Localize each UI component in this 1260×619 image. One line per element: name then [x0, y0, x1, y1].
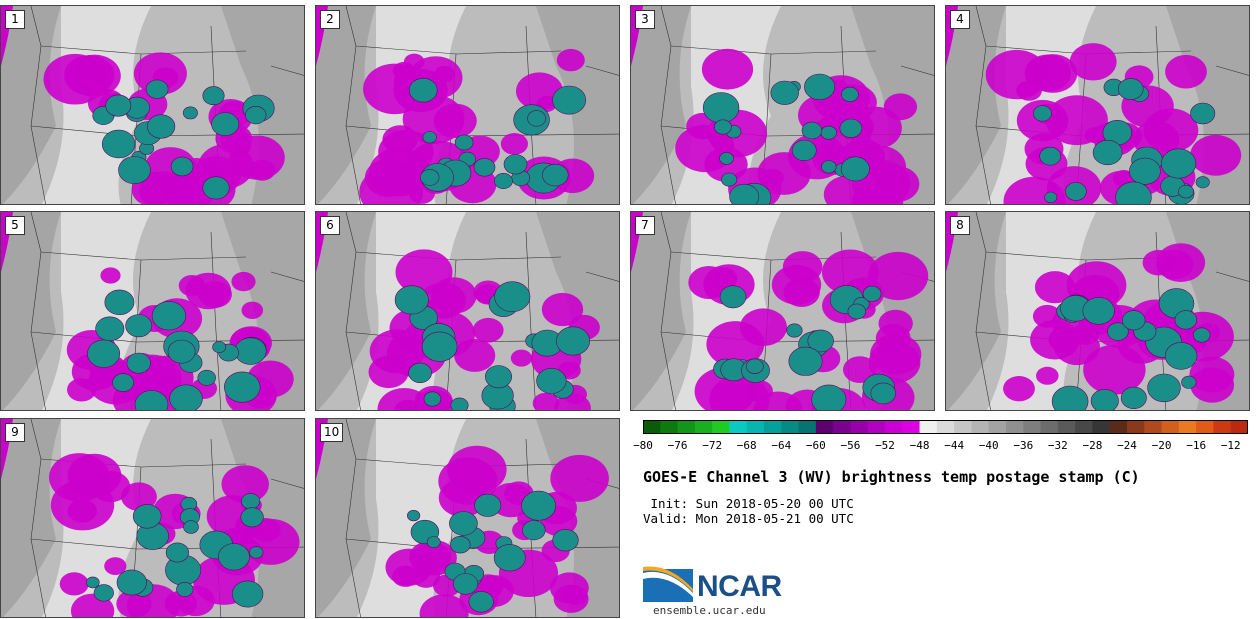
colorbar-segment [764, 420, 782, 434]
colorbar-segment [1006, 420, 1024, 434]
colorbar-segment [1057, 420, 1076, 434]
colorbar-segment [660, 420, 679, 434]
colorbar-segment [902, 420, 921, 434]
init-time: Init: Sun 2018-05-20 00 UTC [643, 496, 854, 511]
colorbar-tick-label: −32 [1047, 439, 1068, 452]
map-panel: 4 [945, 5, 1250, 205]
colorbar-tick-label: −68 [736, 439, 757, 452]
panel-number: 8 [950, 216, 970, 235]
colorbar-tick-label: −80 [633, 439, 653, 452]
colorbar-segment [954, 420, 972, 434]
panel-number: 1 [5, 10, 25, 29]
map-panel: 7 [630, 211, 935, 411]
colorbar-segment [643, 420, 661, 434]
colorbar-segment [694, 420, 713, 434]
map-panel: 6 [315, 211, 620, 411]
panel-number: 10 [320, 423, 344, 442]
colorbar-segment [1075, 420, 1093, 434]
colorbar-tick-label: −48 [909, 439, 930, 452]
colorbar-segment [1040, 420, 1059, 434]
panel-number: 7 [635, 216, 655, 235]
colorbar-segment [798, 420, 817, 434]
colorbar-tick-label: −60 [805, 439, 826, 452]
colorbar-tick-label: −24 [1117, 439, 1137, 452]
colorbar-tick-label: −36 [1013, 439, 1034, 452]
colorbar-segment [833, 420, 851, 434]
colorbar-tick-label: −44 [944, 439, 965, 452]
colorbar-segment [712, 420, 730, 434]
colorbar-segment [1230, 420, 1248, 434]
colorbar-segment [1109, 420, 1128, 434]
panel-number: 9 [5, 423, 25, 442]
colorbar-tick-label: −52 [875, 439, 895, 452]
colorbar-segment [677, 420, 696, 434]
colorbar-segment [936, 420, 955, 434]
figure-title: GOES-E Channel 3 (WV) brightness temp po… [643, 468, 1140, 486]
colorbar [643, 420, 1248, 434]
panel-number: 6 [320, 216, 340, 235]
colorbar-tick-label: −16 [1186, 439, 1207, 452]
panel-number: 2 [320, 10, 340, 29]
colorbar-segment [919, 420, 938, 434]
colorbar-segment [1196, 420, 1214, 434]
panel-number: 4 [950, 10, 970, 29]
colorbar-segment [1127, 420, 1145, 434]
ncar-logo-icon [643, 566, 693, 602]
colorbar-segment [1144, 420, 1163, 434]
colorbar-segment [988, 420, 1007, 434]
colorbar-tick-label: −76 [667, 439, 688, 452]
colorbar-segment [885, 420, 903, 434]
map-panel: 9 [0, 418, 305, 618]
colorbar-segment [850, 420, 869, 434]
colorbar-tick-label: −28 [1082, 439, 1103, 452]
colorbar-tick-label: −12 [1220, 439, 1241, 452]
colorbar-tick-labels: −80 −76 −72 −68 −64 −60 −56 −52 −48 −44 −40 −36 −32 −… [630, 439, 1260, 453]
colorbar-segment [1161, 420, 1180, 434]
colorbar-tick-label: −20 [1151, 439, 1172, 452]
colorbar-segment [1178, 420, 1197, 434]
colorbar-segment [1213, 420, 1232, 434]
panel-number: 3 [635, 10, 655, 29]
colorbar-tick-label: −72 [702, 439, 723, 452]
map-panel: 3 [630, 5, 935, 205]
colorbar-segment [746, 420, 765, 434]
colorbar-segment [867, 420, 886, 434]
website-url: ensemble.ucar.edu [653, 604, 766, 617]
valid-time: Valid: Mon 2018-05-21 00 UTC [643, 511, 854, 526]
colorbar-segment [1092, 420, 1111, 434]
colorbar-segment [971, 420, 990, 434]
colorbar-segment [781, 420, 800, 434]
colorbar-segment [729, 420, 748, 434]
map-panel: 2 [315, 5, 620, 205]
colorbar-tick-label: −40 [978, 439, 999, 452]
colorbar-segment [815, 420, 834, 434]
map-panel: 1 [0, 5, 305, 205]
colorbar-tick-label: −56 [840, 439, 861, 452]
map-panel: 5 [0, 211, 305, 411]
map-panel: 8 [945, 211, 1250, 411]
logo-text: NCAR [697, 570, 782, 603]
map-panel: 10 [315, 418, 620, 618]
colorbar-segment [1023, 420, 1042, 434]
colorbar-tick-label: −64 [771, 439, 792, 452]
panel-number: 5 [5, 216, 25, 235]
